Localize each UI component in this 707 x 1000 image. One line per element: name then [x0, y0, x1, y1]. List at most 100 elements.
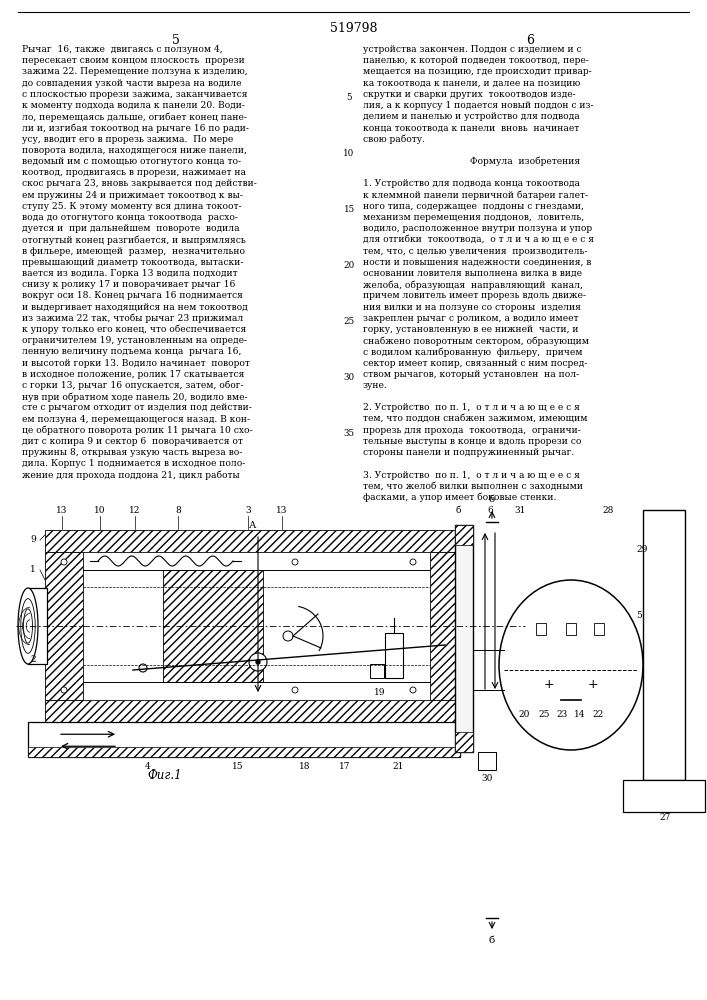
Text: 15: 15 [344, 205, 355, 214]
Text: 17: 17 [339, 762, 351, 771]
Bar [455, 525, 473, 545]
Text: 22: 22 [592, 710, 604, 719]
Text: 31: 31 [514, 506, 526, 515]
Circle shape [410, 559, 416, 565]
Text: к моменту подхода водила к панели 20. Води-: к моменту подхода водила к панели 20. Во… [22, 101, 245, 110]
Bar [455, 732, 473, 752]
Text: +: + [588, 678, 598, 692]
Text: скос рычага 23, вновь закрывается под действи-: скос рычага 23, вновь закрывается под де… [22, 179, 257, 188]
Text: 10: 10 [94, 506, 106, 515]
Text: и выдергивает находящийся на нем токоотвод: и выдергивает находящийся на нем токоотв… [22, 303, 247, 312]
Text: 5: 5 [346, 93, 352, 102]
Text: с плоскостью прорези зажима, заканчивается: с плоскостью прорези зажима, заканчивает… [22, 90, 247, 99]
Text: 27: 27 [660, 814, 671, 822]
Text: и высотой горки 13. Водило начинает  поворот: и высотой горки 13. Водило начинает пово… [22, 359, 250, 368]
Bar [28, 588, 47, 664]
Text: скрутки и сварки других  токоотводов изде-: скрутки и сварки других токоотводов изде… [363, 90, 575, 99]
Text: 30: 30 [344, 373, 355, 382]
Text: коотвод, продвигаясь в прорези, нажимает на: коотвод, продвигаясь в прорези, нажимает… [22, 168, 246, 177]
Text: ло, перемещаясь дальше, огибает конец пане-: ло, перемещаясь дальше, огибает конец па… [22, 112, 247, 122]
Text: 12: 12 [129, 506, 141, 515]
Bar [83, 552, 430, 700]
Text: стороны панели и подпружиненный рычаг.: стороны панели и подпружиненный рычаг. [363, 448, 574, 457]
Text: 13: 13 [57, 506, 68, 515]
Text: основании ловителя выполнена вилка в виде: основании ловителя выполнена вилка в вид… [363, 269, 582, 278]
Text: к упору только его конец, что обеспечивается: к упору только его конец, что обеспечива… [22, 325, 246, 334]
Text: 25: 25 [344, 317, 355, 326]
Text: ведомый им с помощью отогнутого конца то-: ведомый им с помощью отогнутого конца то… [22, 157, 241, 166]
Text: ленную величину подъема конца  рычага 16,: ленную величину подъема конца рычага 16, [22, 347, 241, 356]
Text: тельные выступы в конце и вдоль прорези со: тельные выступы в конце и вдоль прорези … [363, 437, 581, 446]
Text: тем, что желоб вилки выполнен с заходными: тем, что желоб вилки выполнен с заходным… [363, 482, 583, 491]
Text: 519798: 519798 [330, 22, 378, 35]
Text: тем, что поддон снабжен зажимом, имеющим: тем, что поддон снабжен зажимом, имеющим [363, 415, 588, 424]
Text: фасками, а упор имеет боковые стенки.: фасками, а упор имеет боковые стенки. [363, 493, 556, 502]
Bar [430, 552, 455, 700]
Text: с водилом калиброванную  фильеру,  причем: с водилом калиброванную фильеру, причем [363, 347, 583, 357]
Text: с горки 13, рычаг 16 опускается, затем, обог-: с горки 13, рычаг 16 опускается, затем, … [22, 381, 244, 390]
Bar [594, 623, 604, 635]
Text: 9: 9 [30, 536, 36, 544]
Text: поворота водила, находящегося ниже панели,: поворота водила, находящегося ниже панел… [22, 146, 247, 155]
Bar [623, 780, 705, 812]
Bar [385, 633, 403, 678]
Text: б: б [489, 495, 495, 504]
Text: лия, а к корпусу 1 подается новый поддон с из-: лия, а к корпусу 1 подается новый поддон… [363, 101, 594, 110]
Text: прорезь для прохода  токоотвода,  ограничи-: прорезь для прохода токоотвода, ограничи… [363, 426, 581, 435]
Text: причем ловитель имеет прорезь вдоль движе-: причем ловитель имеет прорезь вдоль движ… [363, 291, 586, 300]
Circle shape [139, 664, 147, 672]
Text: 4: 4 [145, 762, 151, 771]
Text: делием и панелью и устройство для подвода: делием и панелью и устройство для подвод… [363, 112, 580, 121]
Bar [45, 552, 83, 700]
Text: до совпадения узкой части выреза на водиле: до совпадения узкой части выреза на води… [22, 79, 242, 88]
Text: отогнутый конец разгибается, и выпрямляясь: отогнутый конец разгибается, и выпрямляя… [22, 235, 246, 245]
Text: сектор имеет копир, связанный с ним посред-: сектор имеет копир, связанный с ним поср… [363, 359, 588, 368]
Bar [45, 530, 455, 552]
Text: 18: 18 [299, 762, 311, 771]
Text: це обратного поворота ролик 11 рычага 10 схо-: це обратного поворота ролик 11 рычага 10… [22, 426, 252, 435]
Text: 3: 3 [245, 506, 251, 515]
Text: ем ползуна 4, перемещающегося назад. В кон-: ем ползуна 4, перемещающегося назад. В к… [22, 415, 250, 424]
Text: водило, расположенное внутри ползуна и упор: водило, расположенное внутри ползуна и у… [363, 224, 592, 233]
Text: 20: 20 [518, 710, 530, 719]
Text: ограничителем 19, установленным на опреде-: ограничителем 19, установленным на опред… [22, 336, 247, 345]
Text: 20: 20 [344, 261, 355, 270]
Text: +: + [544, 678, 554, 692]
Text: закреплен рычаг с роликом, а водило имеет: закреплен рычаг с роликом, а водило имее… [363, 314, 578, 323]
Text: 10: 10 [344, 149, 355, 158]
Text: 15: 15 [232, 762, 244, 771]
Text: 2. Устройство  по п. 1,  о т л и ч а ю щ е е с я: 2. Устройство по п. 1, о т л и ч а ю щ е… [363, 403, 580, 412]
Text: А: А [249, 521, 256, 530]
Text: 21: 21 [392, 762, 404, 771]
Text: нув при обратном ходе панель 20, водило вме-: нув при обратном ходе панель 20, водило … [22, 392, 247, 402]
Bar [643, 510, 685, 780]
Circle shape [61, 687, 67, 693]
Text: б: б [455, 506, 461, 515]
Text: для отгибки  токоотвода,  о т л и ч а ю щ е е с я: для отгибки токоотвода, о т л и ч а ю щ … [363, 235, 594, 244]
Bar [28, 722, 460, 757]
Text: дит с копира 9 и сектор 6  поворачивается от: дит с копира 9 и сектор 6 поворачивается… [22, 437, 243, 446]
Text: жение для прохода поддона 21, цикл работы: жение для прохода поддона 21, цикл работ… [22, 471, 240, 480]
Text: вокруг оси 18. Конец рычага 16 поднимается: вокруг оси 18. Конец рычага 16 поднимает… [22, 291, 243, 300]
Text: 19: 19 [374, 688, 386, 697]
Ellipse shape [18, 588, 38, 664]
Text: 14: 14 [574, 710, 586, 719]
Text: 6: 6 [526, 34, 534, 47]
Text: зуне.: зуне. [363, 381, 387, 390]
Text: из зажима 22 так, чтобы рычаг 23 прижимал: из зажима 22 так, чтобы рычаг 23 прижима… [22, 314, 243, 323]
Bar [478, 752, 496, 770]
Text: ния вилки и на ползуне со стороны  изделия: ния вилки и на ползуне со стороны издели… [363, 303, 581, 312]
Text: сте с рычагом отходит от изделия под действи-: сте с рычагом отходит от изделия под дей… [22, 403, 252, 412]
Text: вода до отогнутого конца токоотвода  расхо-: вода до отогнутого конца токоотвода расх… [22, 213, 238, 222]
Text: снизу к ролику 17 и поворачивает рычаг 16: снизу к ролику 17 и поворачивает рычаг 1… [22, 280, 235, 289]
Bar [45, 700, 455, 722]
Text: 29: 29 [636, 546, 648, 554]
Bar [370, 664, 384, 678]
Text: 3. Устройство  по п. 1,  о т л и ч а ю щ е е с я: 3. Устройство по п. 1, о т л и ч а ю щ е… [363, 471, 580, 480]
Text: ка токоотвода к панели, и далее на позицию: ка токоотвода к панели, и далее на позиц… [363, 79, 580, 88]
Text: пересекает своим концом плоскость  прорези: пересекает своим концом плоскость прорез… [22, 56, 245, 65]
Text: 1: 1 [30, 566, 36, 574]
Text: к клеммной панели первичной батареи галет-: к клеммной панели первичной батареи гале… [363, 191, 588, 200]
Circle shape [292, 559, 298, 565]
Text: тем, что, с целью увеличения  производитель-: тем, что, с целью увеличения производите… [363, 247, 588, 256]
